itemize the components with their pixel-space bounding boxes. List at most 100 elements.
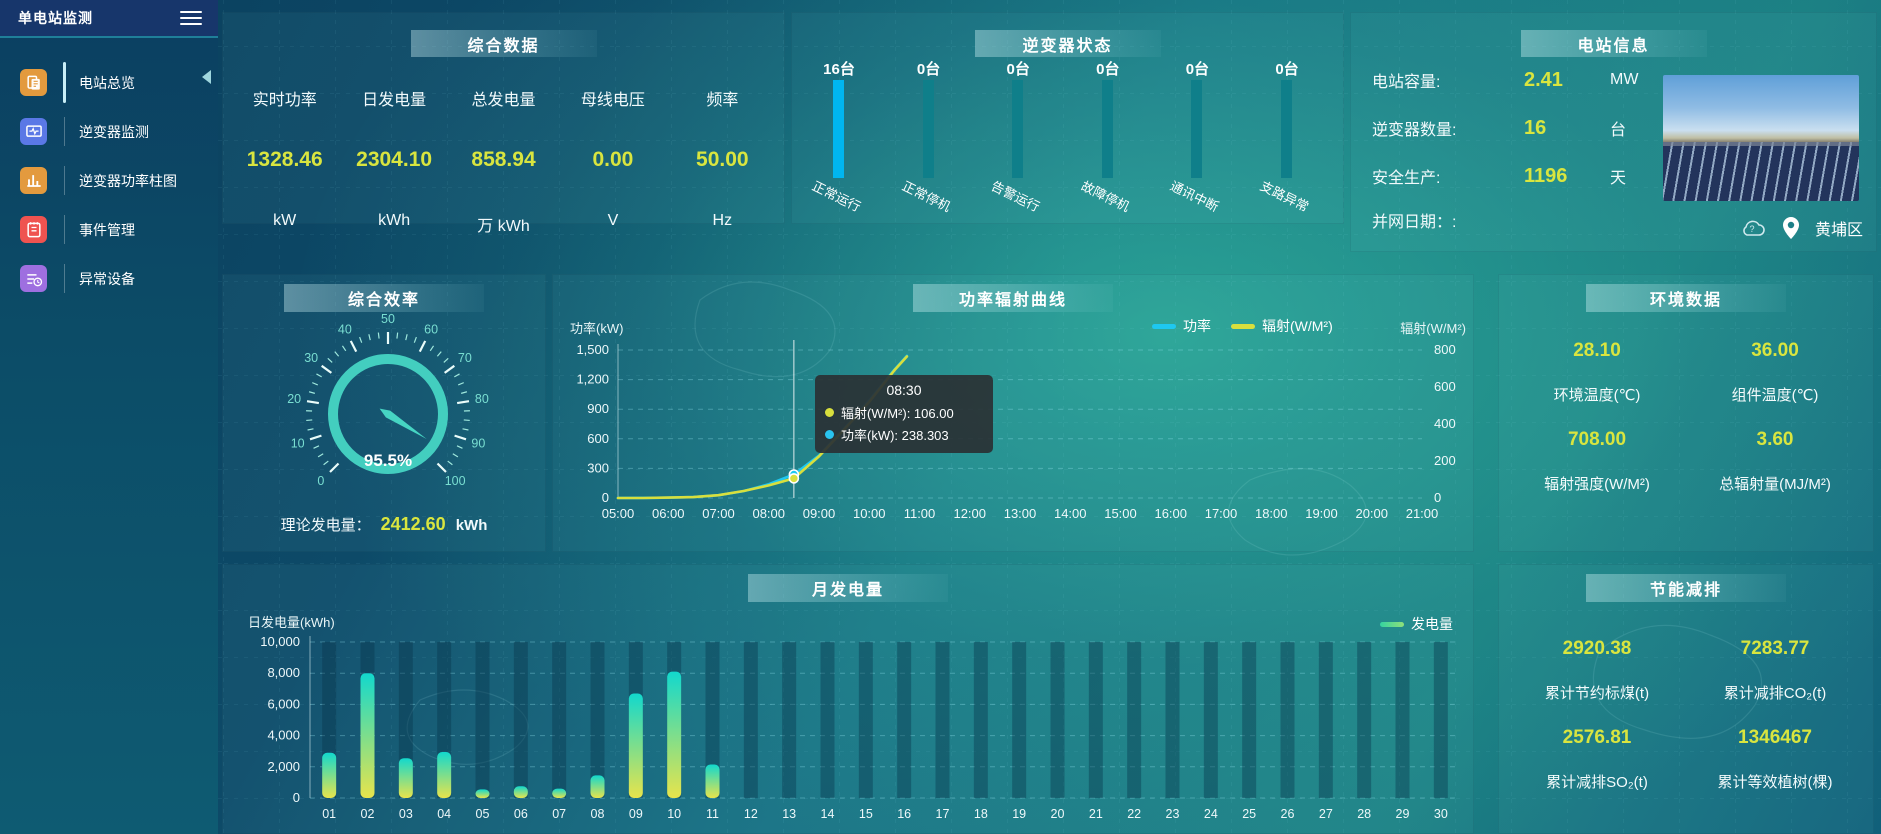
bar-background-strip — [1050, 642, 1065, 798]
station-row-unit: 天 — [1610, 170, 1627, 187]
y-axis-tick-right: 600 — [1434, 379, 1456, 394]
menu-toggle-icon[interactable] — [180, 11, 202, 25]
gauge-tick-label: 20 — [287, 392, 301, 406]
bar-background-strip — [743, 642, 758, 798]
sidebar-item-5[interactable]: 异常设备 — [0, 254, 218, 303]
gauge-tick — [359, 336, 363, 343]
inverter-monitor-icon — [20, 118, 47, 145]
x-axis-tick: 20:00 — [1355, 506, 1388, 521]
inverter-status-bar — [1101, 80, 1113, 178]
y-axis-tick-left: 1,200 — [576, 372, 609, 387]
efficiency-gauge[interactable]: 0 10 20 30 40 50 60 70 80 90 100 95.5% — [222, 274, 546, 552]
saving-metrics: 2920.38 累计节约标煤(t) 7283.77 累计减排CO₂(t) 2576.81… — [1508, 638, 1864, 816]
inverter-power-bars-icon — [20, 167, 47, 194]
x-axis-tick: 05 — [476, 807, 490, 821]
item-divider — [64, 215, 65, 244]
metric-cell: 28.10 环境温度(℃) — [1508, 340, 1686, 405]
panel-energy-saving: 节能减排 2920.38 累计节约标煤(t) 7283.77 累计减排CO₂(t) 25… — [1498, 564, 1874, 834]
gauge-tick — [321, 364, 333, 374]
bar-background-strip — [1318, 642, 1333, 798]
station-location: 黄埔区 — [1814, 222, 1863, 239]
sidebar-item-label: 逆变器监测 — [79, 123, 149, 140]
gauge-tick — [308, 391, 316, 394]
gauge-tick — [309, 434, 322, 441]
sidebar-item-2[interactable]: 逆变器监测 — [0, 107, 218, 156]
item-divider — [63, 62, 66, 103]
inverter-status-label: 支路异常 — [1257, 178, 1312, 215]
gauge-tick-label: 50 — [381, 312, 395, 326]
gauge-tick — [413, 336, 417, 343]
y-axis-tick: 2,000 — [267, 759, 300, 774]
station-row-unit: 台 — [1610, 122, 1627, 139]
x-axis-tick: 21 — [1089, 807, 1103, 821]
x-axis-tick: 20 — [1051, 807, 1065, 821]
weather-cloud-icon[interactable]: ? — [1739, 218, 1767, 238]
y-axis-tick-left: 900 — [587, 401, 609, 416]
item-divider — [64, 166, 65, 195]
panel-title: 综合数据 — [410, 30, 597, 57]
inverter-status-column: 0台 告警运行 — [976, 12, 1060, 224]
metric-label: 累计减排CO₂(t) — [1723, 685, 1827, 702]
metric-value: 28.10 — [1573, 340, 1621, 361]
sidebar-collapse-arrow[interactable] — [202, 70, 211, 84]
theory-generation-row: 理论发电量： 2412.60 kWh — [222, 514, 546, 535]
inverter-count-label: 0台 — [1275, 61, 1299, 78]
gauge-tick — [456, 445, 463, 449]
monthly-generation-chart[interactable]: 10,000 8,000 6,000 4,000 2,000 0 01 02 03 04 05 06 0… — [222, 564, 1474, 834]
gauge-tick — [436, 351, 442, 357]
inverter-status-chart[interactable]: 16台 正常运行 0台 正常停机 0台 告警运行 0台 故障停机 0台 通讯中断 0台 支路异常 — [791, 12, 1344, 224]
summary-metric: 频率 50.00 Hz — [668, 70, 777, 229]
y-axis-tick: 6,000 — [267, 696, 300, 711]
station-row-value: 16 — [1524, 116, 1547, 139]
inverter-status-label: 告警运行 — [989, 178, 1043, 215]
gauge-tick — [447, 460, 453, 466]
x-axis-tick: 17:00 — [1205, 506, 1238, 521]
sidebar-item-4[interactable]: 事件管理 — [0, 205, 218, 254]
gauge-tick — [460, 391, 468, 394]
gauge-tick — [443, 357, 449, 363]
x-axis-tick: 06:00 — [652, 506, 685, 521]
generation-bar — [437, 751, 452, 798]
bar-background-strip — [858, 642, 873, 798]
inverter-status-column: 0台 通讯中断 — [1155, 12, 1239, 224]
bar-background-strip — [1088, 642, 1103, 798]
x-axis-tick: 24 — [1204, 807, 1218, 821]
bar-background-strip — [475, 642, 490, 798]
sidebar-item-3[interactable]: 逆变器功率柱图 — [0, 156, 218, 205]
gauge-tick — [329, 462, 340, 473]
x-axis-tick: 14:00 — [1054, 506, 1087, 521]
y-axis-tick-left: 1,500 — [576, 342, 609, 357]
gauge-value-label: 95.5% — [364, 451, 412, 470]
summary-metrics: 实时功率 1328.46 kW 日发电量 2304.10 kWh 总发电量 858.94 万 k… — [230, 70, 777, 235]
chart-tooltip: 08:30 辐射(W/M²): 106.00 功率(kW): 238.303 — [815, 375, 993, 453]
x-axis-tick: 18:00 — [1255, 506, 1288, 521]
metric-value: 2576.81 — [1562, 727, 1632, 748]
y-axis-tick-right: 200 — [1434, 453, 1456, 468]
x-axis-tick: 11 — [706, 807, 719, 821]
tooltip-series-dot — [825, 430, 834, 439]
station-footer: ? 黄埔区 — [1739, 216, 1863, 240]
crosshair-marker — [788, 473, 800, 484]
gauge-tick-label: 80 — [475, 392, 489, 406]
metric-unit: Hz — [712, 212, 733, 229]
y-axis-tick-left: 0 — [602, 490, 609, 505]
x-axis-tick: 19 — [1012, 807, 1026, 821]
sidebar-item-label: 逆变器功率柱图 — [79, 172, 177, 189]
x-axis-tick: 11:00 — [904, 506, 936, 521]
station-row-label: 并网日期：: — [1372, 214, 1457, 231]
bar-background-strip — [590, 642, 605, 798]
gauge-tick — [368, 334, 371, 341]
x-axis-tick: 09 — [629, 807, 643, 821]
x-axis-tick: 26 — [1281, 807, 1295, 821]
tooltip-text: 功率(kW): 238.303 — [841, 428, 949, 443]
gauge-tick — [341, 345, 347, 352]
abnormal-device-icon — [20, 265, 47, 292]
generation-bar — [628, 693, 643, 798]
x-axis-tick: 04 — [437, 807, 451, 821]
metric-label: 频率 — [706, 92, 739, 109]
station-info-row: 并网日期：: — [1372, 200, 1672, 240]
gauge-pointer — [379, 408, 427, 439]
sidebar-item-1[interactable]: 电站总览 — [0, 58, 218, 107]
